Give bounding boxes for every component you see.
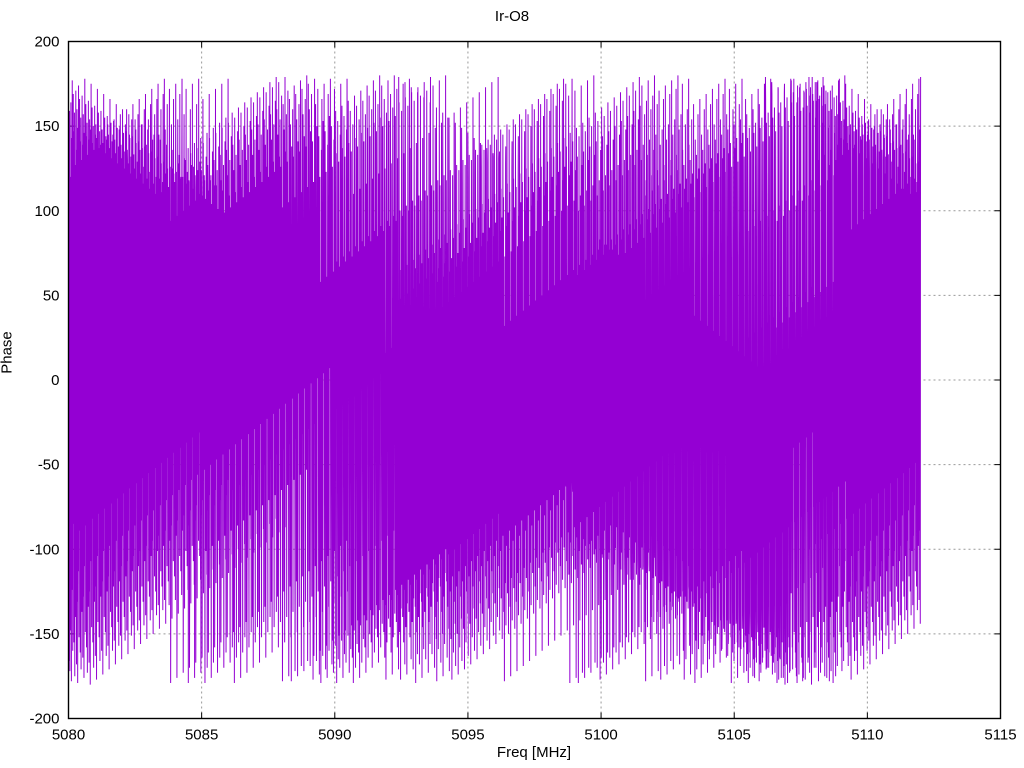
svg-text:150: 150 <box>34 118 59 135</box>
x-axis-label: Freq [MHz] <box>496 744 572 761</box>
svg-text:5080: 5080 <box>52 727 85 744</box>
svg-text:5100: 5100 <box>584 727 617 744</box>
svg-text:100: 100 <box>34 203 59 220</box>
svg-text:50: 50 <box>43 287 60 304</box>
svg-text:-200: -200 <box>29 711 59 728</box>
svg-text:200: 200 <box>34 34 59 51</box>
svg-text:5110: 5110 <box>851 727 883 744</box>
svg-text:-150: -150 <box>29 626 59 643</box>
tick-labels: 5080 5085 5090 5095 5100 5105 5110 5115 -200 -150… <box>29 34 1016 744</box>
svg-text:-50: -50 <box>38 457 60 474</box>
svg-text:-100: -100 <box>29 541 59 558</box>
plot-border <box>67 40 1002 720</box>
svg-text:5090: 5090 <box>318 727 351 744</box>
page-title: Ir-O8 <box>494 8 530 25</box>
data-series-phase <box>68 75 922 685</box>
svg-text:5115: 5115 <box>984 727 1016 744</box>
svg-text:5105: 5105 <box>718 727 751 744</box>
svg-text:0: 0 <box>51 372 59 389</box>
svg-text:5095: 5095 <box>451 727 484 744</box>
svg-text:5085: 5085 <box>185 727 218 744</box>
